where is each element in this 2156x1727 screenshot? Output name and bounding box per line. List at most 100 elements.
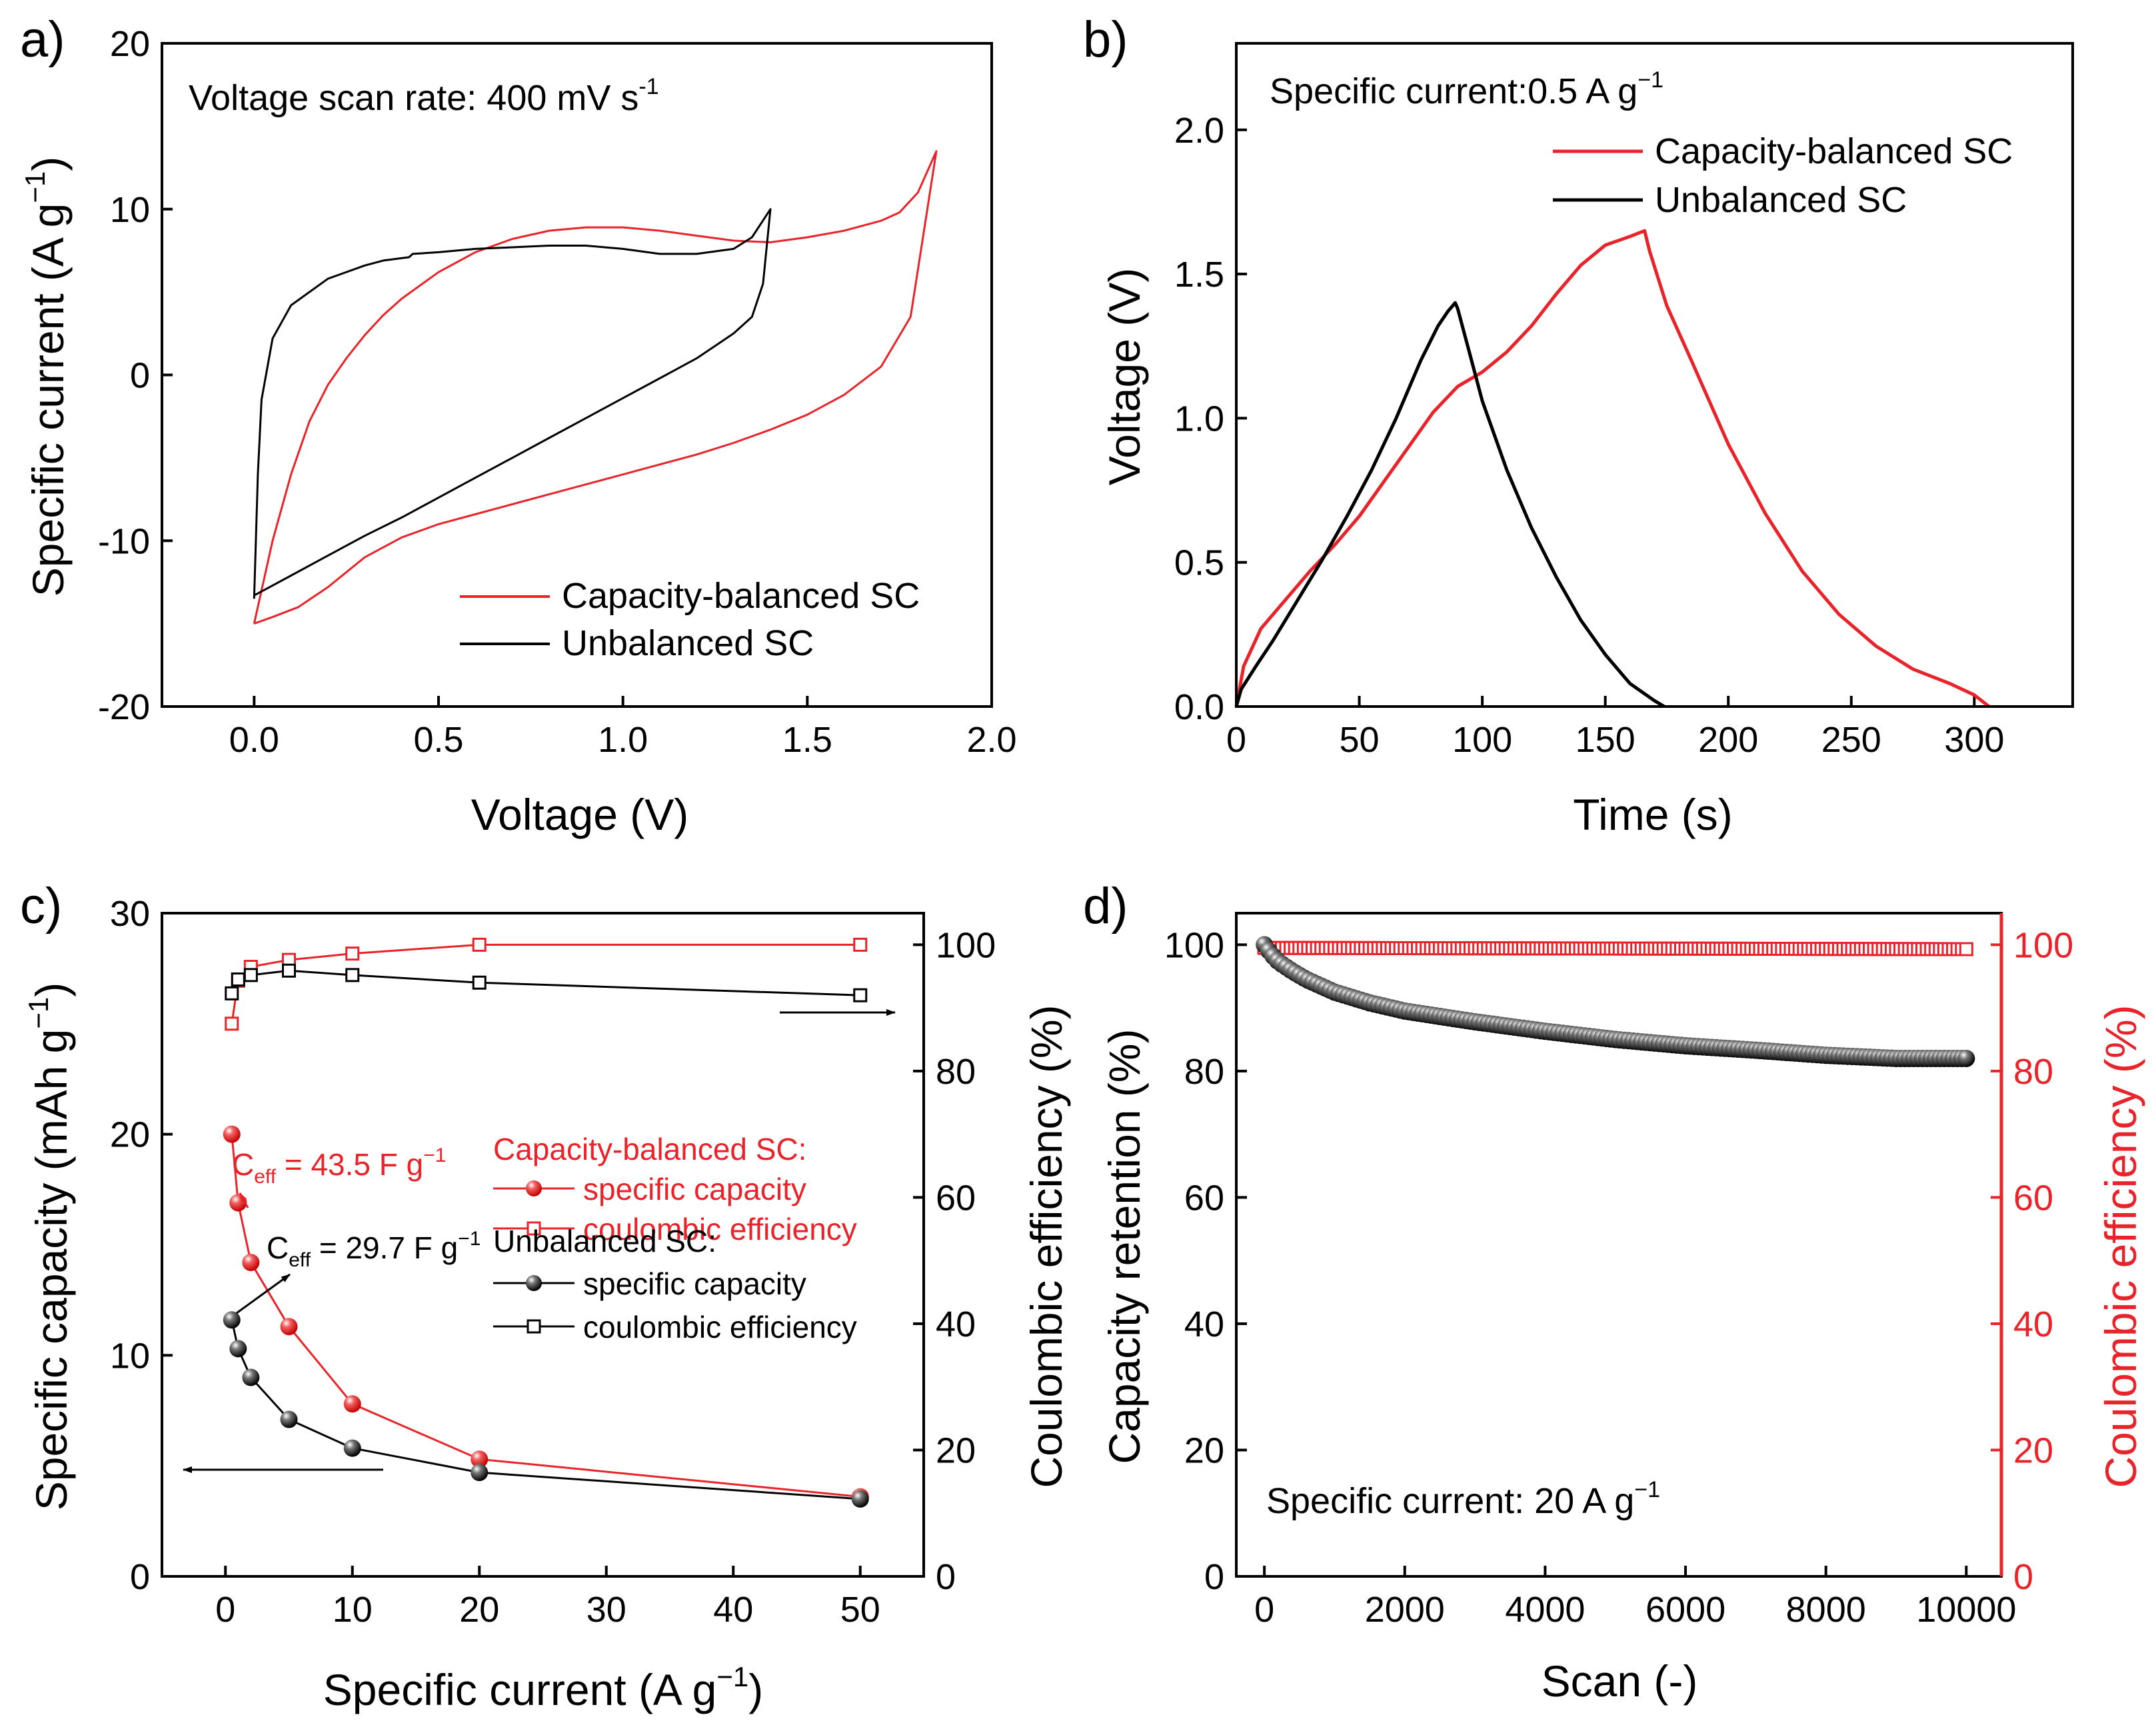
legend-label-black-specific-capacity: specific capacity <box>583 1266 806 1301</box>
legend-group-title-capacity-balanced: Capacity-balanced SC: <box>493 1132 806 1166</box>
panel-b-ylabel: Voltage (V) <box>1100 268 1149 486</box>
y-tick-label: 80 <box>1184 1052 1224 1092</box>
panel-b-charge-discharge-chart: b) 0 50 100 150 200 250 300 0.0 0.5 1.0 1.5 2.0 Spe… <box>1083 11 2074 839</box>
y2-tick-label: 0 <box>2013 1557 2033 1597</box>
data-point-capacity <box>343 1439 361 1457</box>
panel-a-xlabel: Voltage (V) <box>471 790 689 839</box>
x-tick-label: 0 <box>1254 1590 1274 1630</box>
x-tick-label: 0 <box>1226 720 1246 760</box>
x-tick-label: 40 <box>713 1590 753 1630</box>
panel-b-frame <box>1235 42 2074 708</box>
series-line-unbalanced <box>253 208 772 599</box>
y-tick-label: 2.0 <box>1174 111 1224 151</box>
x-tick-label: 30 <box>586 1590 626 1630</box>
y2-tick-label: 40 <box>2013 1304 2053 1344</box>
y-tick-label: 1.5 <box>1174 255 1224 295</box>
y-tick-label: 0.0 <box>1174 687 1224 727</box>
y-tick-label: -10 <box>98 521 150 561</box>
legend-marker-red-ball <box>526 1180 542 1196</box>
legend-label-black-coulombic-efficiency: coulombic efficiency <box>583 1310 857 1344</box>
panel-d-xlabel: Scan (-) <box>1542 1656 1698 1706</box>
y-tick-label: 100 <box>1164 925 1224 965</box>
panel-b-plot: 0 50 100 150 200 250 300 0.0 0.5 1.0 1.5 2.0 <box>1174 111 2004 760</box>
x-tick-label: 10000 <box>1916 1590 2016 1630</box>
panel-a-annotation: Voltage scan rate: 400 mV s-1 <box>189 74 659 118</box>
y2-tick-label: 60 <box>936 1178 976 1218</box>
y2-tick-label: 80 <box>936 1052 976 1092</box>
panel-c-label: c) <box>20 878 62 934</box>
x-tick-label: 150 <box>1576 720 1635 760</box>
x-tick-label: 6000 <box>1645 1590 1725 1630</box>
panel-c-xlabel: Specific current (A g−1) <box>323 1661 763 1714</box>
legend-marker-red-square <box>527 1221 541 1236</box>
data-point-efficiency <box>282 963 296 978</box>
data-point-capacity <box>851 1490 869 1508</box>
panel-d-ylabel: Capacity retention (%) <box>1100 1029 1149 1464</box>
series-line-2 <box>231 1319 860 1500</box>
panel-c-capacity-chart: c) 0 10 20 30 40 50 0 10 20 30 0 20 40 60 80 100 Ceff =… <box>20 878 1071 1714</box>
y-tick-label: 10 <box>110 1336 150 1376</box>
data-point-capacity <box>280 1318 298 1336</box>
x-tick-label: 2000 <box>1365 1590 1445 1630</box>
x-tick-label: 250 <box>1821 720 1881 760</box>
x-tick-label: 20 <box>459 1590 499 1630</box>
arrow-ceff-black <box>236 1273 291 1314</box>
y-tick-label: 60 <box>1184 1178 1224 1218</box>
data-point-capacity <box>471 1450 489 1468</box>
legend-group-title-unbalanced: Unbalanced SC: <box>493 1224 716 1258</box>
y-tick-label: 20 <box>1184 1430 1224 1470</box>
panel-b-legend: Capacity-balanced SC Unbalanced SC <box>1553 131 2013 220</box>
x-tick-label: 1.0 <box>598 720 648 760</box>
y-tick-label: 1.0 <box>1174 399 1224 439</box>
y2-tick-label: 40 <box>936 1304 976 1344</box>
legend-label-unbalanced: Unbalanced SC <box>1655 180 1907 220</box>
y2-tick-label: 60 <box>2013 1178 2053 1218</box>
panel-d-plot: 0 2000 4000 6000 8000 10000020406080100020406… <box>1164 925 2073 1630</box>
data-point-capacity <box>242 1254 260 1272</box>
legend-marker-black-ball <box>526 1275 542 1291</box>
panel-c-y2label: Coulombic efficiency (%) <box>1022 1004 1071 1488</box>
legend-label-red-coulombic-efficiency: coulombic efficiency <box>583 1212 857 1246</box>
panel-a-plot: 0.0 0.5 1.0 1.5 2.0 -20 -10 0 10 20 <box>98 24 1017 760</box>
data-point-capacity <box>280 1410 298 1428</box>
legend-marker-black-square <box>527 1319 541 1334</box>
x-tick-label: 10 <box>333 1590 373 1630</box>
panel-b-xlabel: Time (s) <box>1573 790 1733 839</box>
series-line-unbalanced <box>1234 301 1665 709</box>
data-point-efficiency <box>225 986 239 1000</box>
data-point-efficiency <box>472 975 487 990</box>
x-tick-label: 0.0 <box>229 720 279 760</box>
x-tick-label: 0.5 <box>413 720 463 760</box>
panel-b-annotation: Specific current:0.5 A g−1 <box>1270 67 1663 111</box>
y2-tick-label: 0 <box>936 1557 956 1597</box>
panel-c-plot: 0 10 20 30 40 50 0 10 20 30 0 20 40 60 80 100 <box>110 894 996 1630</box>
ceff-red-annotation: Ceff = 43.5 F g−1 <box>232 1144 446 1188</box>
y-tick-label: 0.5 <box>1174 543 1224 583</box>
panel-d-frame <box>1235 912 2003 1578</box>
data-point-capacity <box>343 1395 361 1413</box>
x-tick-label: 50 <box>840 1590 880 1630</box>
arrow-ceff-red <box>239 1192 249 1208</box>
data-point-efficiency <box>231 972 245 986</box>
y-tick-label: -20 <box>98 687 150 727</box>
y-tick-label: 30 <box>110 894 150 934</box>
data-point-coulombic-efficiency <box>1959 942 1973 956</box>
y2-tick-label: 100 <box>936 925 996 965</box>
x-tick-label: 200 <box>1698 720 1758 760</box>
x-tick-label: 50 <box>1340 720 1380 760</box>
y-tick-label: 0 <box>130 356 150 396</box>
ceff-black-annotation: Ceff = 29.7 F g−1 <box>267 1228 481 1271</box>
data-point-capacity <box>229 1340 247 1358</box>
legend-label-unbalanced: Unbalanced SC <box>562 623 814 663</box>
y-tick-label: 10 <box>110 190 150 230</box>
data-point-efficiency <box>243 968 258 982</box>
legend-label-capacity-balanced: Capacity-balanced SC <box>562 576 920 616</box>
panel-a-legend: Capacity-balanced SC Unbalanced SC <box>460 576 920 663</box>
x-tick-label: 1.5 <box>782 720 832 760</box>
series-line-capacity-balanced <box>1234 229 1991 708</box>
y-tick-label: 0 <box>130 1557 150 1597</box>
data-point-capacity <box>242 1368 260 1386</box>
data-point-efficiency <box>853 988 868 1002</box>
panel-d-label: d) <box>1083 878 1128 934</box>
data-point-efficiency <box>345 968 360 982</box>
